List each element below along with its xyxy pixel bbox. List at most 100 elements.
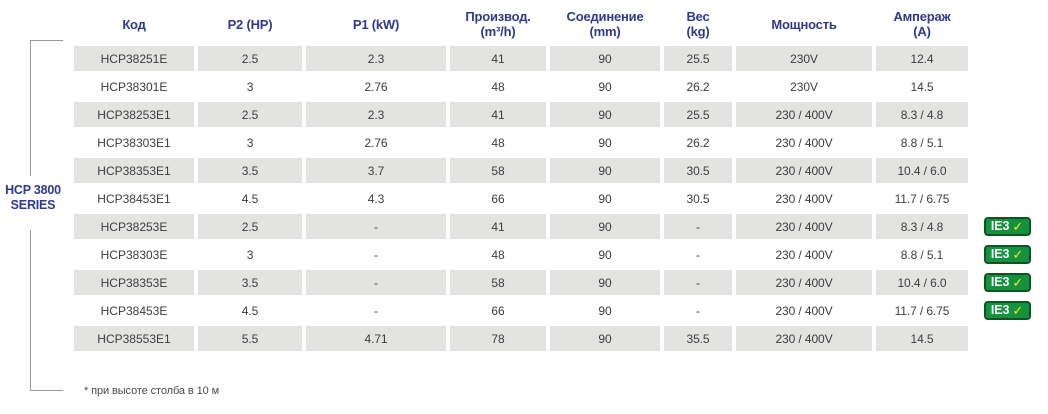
cell-ie3: IE3 ✓ bbox=[972, 298, 1042, 323]
checkmark-icon: ✓ bbox=[1012, 303, 1024, 318]
cell-weight-kg: - bbox=[664, 270, 732, 295]
cell-connection-mm: 90 bbox=[550, 270, 660, 295]
table-body: HCP38251E 2.5 2.3 41 90 25.5 230V 12.4 I… bbox=[74, 46, 1042, 351]
cell-p1-kw: 4.3 bbox=[367, 191, 385, 206]
cell-p2-hp: 3 bbox=[246, 247, 254, 262]
cell-amperage: 11.7 / 6.75 bbox=[894, 303, 950, 318]
table-row: HCP38453E 4.5 - 66 90 - 230 / 400V 11.7 … bbox=[74, 298, 1042, 323]
footnote: * при высоте столба в 10 м bbox=[84, 385, 220, 397]
cell-p1-kw: 2.76 bbox=[364, 79, 388, 94]
cell-p2-hp: 3 bbox=[246, 135, 254, 150]
cell-code: HCP38553E1 bbox=[74, 326, 194, 351]
cell-connection-mm: 90 bbox=[550, 158, 660, 183]
column-header: Мощность bbox=[771, 16, 837, 32]
cell-p1-kw: 3.7 bbox=[306, 158, 446, 183]
column-header: P1 (kW) bbox=[352, 16, 400, 32]
table-row: HCP38453E1 4.5 4.3 66 90 30.5 230 / 400V… bbox=[74, 186, 1042, 211]
cell-amperage: 8.3 / 4.8 bbox=[876, 214, 968, 239]
cell-flow-m3h: 41 bbox=[450, 102, 546, 127]
cell-power-voltage: 230V bbox=[790, 79, 818, 94]
cell-p2-hp: 2.5 bbox=[198, 102, 302, 127]
cell-p1-kw: 2.76 bbox=[364, 135, 388, 150]
cell-flow-m3h: 48 bbox=[491, 135, 505, 150]
cell-p1-kw: - bbox=[306, 214, 446, 239]
cell-ie3: IE3 ✓ bbox=[972, 214, 1042, 239]
cell-code: HCP38251E bbox=[74, 46, 194, 71]
ie3-badge-label: IE3 bbox=[990, 275, 1010, 290]
cell-power-voltage: 230 / 400V bbox=[736, 158, 872, 183]
cell-connection-mm: 90 bbox=[598, 79, 612, 94]
table-row: HCP38251E 2.5 2.3 41 90 25.5 230V 12.4 I… bbox=[74, 46, 1042, 71]
table-row: HCP38301E 3 2.76 48 90 26.2 230V 14.5 IE… bbox=[74, 74, 1042, 99]
cell-ie3: IE3 ✓ bbox=[972, 270, 1042, 295]
cell-connection-mm: 90 bbox=[598, 135, 612, 150]
column-header: Ампераж (A) bbox=[893, 9, 951, 39]
cell-p1-kw: - bbox=[374, 303, 378, 318]
cell-ie3: IE3 ✓ bbox=[972, 130, 1042, 155]
cell-power-voltage: 230 / 400V bbox=[736, 326, 872, 351]
cell-amperage: 10.4 / 6.0 bbox=[876, 270, 968, 295]
cell-p1-kw: 4.71 bbox=[306, 326, 446, 351]
cell-ie3: IE3 ✓ bbox=[972, 186, 1042, 211]
cell-flow-m3h: 48 bbox=[491, 79, 505, 94]
cell-amperage: 14.5 bbox=[910, 79, 934, 94]
cell-p2-hp: 5.5 bbox=[198, 326, 302, 351]
cell-connection-mm: 90 bbox=[550, 46, 660, 71]
table-row: HCP38553E1 5.5 4.71 78 90 35.5 230 / 400… bbox=[74, 326, 1042, 351]
cell-weight-kg: 30.5 bbox=[686, 191, 710, 206]
cell-code: HCP38301E bbox=[100, 79, 168, 94]
spec-table: Код P2 (HP) P1 (kW) Производ. (m³/h) Сое… bbox=[70, 2, 1046, 354]
series-label-line2: SERIES bbox=[10, 198, 56, 212]
cell-power-voltage: 230 / 400V bbox=[775, 135, 833, 150]
cell-p1-kw: 2.3 bbox=[306, 46, 446, 71]
ie3-badge: IE3 ✓ bbox=[983, 217, 1031, 236]
column-header-badge-spacer bbox=[972, 5, 1042, 43]
cell-weight-kg: 25.5 bbox=[664, 102, 732, 127]
cell-amperage: 14.5 bbox=[876, 326, 968, 351]
ie3-badge-label: IE3 bbox=[990, 219, 1010, 234]
cell-flow-m3h: 78 bbox=[450, 326, 546, 351]
table-row: HCP38303E 3 - 48 90 - 230 / 400V 8.8 / 5… bbox=[74, 242, 1042, 267]
cell-weight-kg: 35.5 bbox=[664, 326, 732, 351]
cell-weight-kg: - bbox=[696, 247, 700, 262]
cell-weight-kg: 25.5 bbox=[664, 46, 732, 71]
cell-amperage: 8.3 / 4.8 bbox=[876, 102, 968, 127]
cell-flow-m3h: 66 bbox=[491, 303, 505, 318]
cell-code: HCP38353E bbox=[74, 270, 194, 295]
cell-code: HCP38303E1 bbox=[97, 135, 171, 150]
ie3-badge: IE3 ✓ bbox=[983, 301, 1031, 320]
cell-connection-mm: 90 bbox=[550, 214, 660, 239]
bracket-line-vertical-top bbox=[30, 40, 31, 176]
cell-p1-kw: - bbox=[306, 270, 446, 295]
cell-power-voltage: 230 / 400V bbox=[775, 247, 833, 262]
cell-p2-hp: 2.5 bbox=[198, 46, 302, 71]
cell-flow-m3h: 41 bbox=[450, 214, 546, 239]
cell-p1-kw: - bbox=[374, 247, 378, 262]
cell-connection-mm: 90 bbox=[598, 191, 612, 206]
bracket-line-vertical-bottom bbox=[30, 230, 31, 390]
cell-code: HCP38253E bbox=[74, 214, 194, 239]
cell-amperage: 8.8 / 5.1 bbox=[900, 247, 944, 262]
cell-power-voltage: 230 / 400V bbox=[775, 303, 833, 318]
cell-weight-kg: 26.2 bbox=[686, 79, 710, 94]
cell-amperage: 12.4 bbox=[876, 46, 968, 71]
cell-power-voltage: 230 / 400V bbox=[775, 191, 833, 206]
cell-connection-mm: 90 bbox=[550, 326, 660, 351]
cell-power-voltage: 230 / 400V bbox=[736, 270, 872, 295]
cell-power-voltage: 230 / 400V bbox=[736, 214, 872, 239]
cell-connection-mm: 90 bbox=[598, 247, 612, 262]
cell-p2-hp: 3.5 bbox=[198, 270, 302, 295]
cell-code: HCP38453E bbox=[100, 303, 168, 318]
ie3-badge: IE3 ✓ bbox=[983, 273, 1031, 292]
column-header: P2 (HP) bbox=[227, 16, 273, 32]
cell-ie3: IE3 ✓ bbox=[972, 158, 1042, 183]
cell-p2-hp: 3.5 bbox=[198, 158, 302, 183]
cell-flow-m3h: 41 bbox=[450, 46, 546, 71]
cell-code: HCP38353E1 bbox=[74, 158, 194, 183]
cell-ie3: IE3 ✓ bbox=[972, 74, 1042, 99]
checkmark-icon: ✓ bbox=[1012, 219, 1024, 234]
cell-p1-kw: 2.3 bbox=[306, 102, 446, 127]
series-label-line1: HCP 3800 bbox=[5, 183, 61, 197]
cell-weight-kg: 30.5 bbox=[664, 158, 732, 183]
